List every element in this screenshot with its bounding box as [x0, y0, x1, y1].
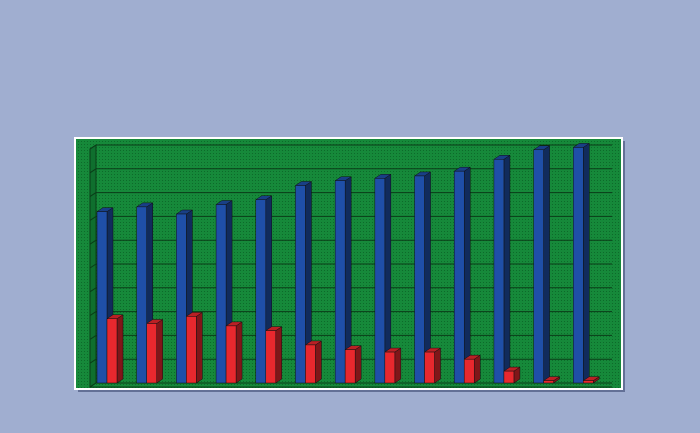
bar-side [583, 142, 590, 384]
bar [374, 178, 386, 384]
grid-line-wall [89, 215, 97, 221]
bar-side [116, 314, 124, 384]
bar [463, 358, 475, 384]
bar-side [394, 347, 402, 384]
bar [225, 325, 237, 384]
bar [344, 349, 356, 384]
bar [265, 330, 277, 384]
bar [146, 323, 157, 384]
grid-line-wall [89, 358, 97, 364]
bar-side [315, 340, 322, 384]
bar [186, 316, 197, 384]
bar [533, 149, 544, 384]
bar [305, 344, 316, 384]
grid-line-wall [89, 334, 97, 340]
grid-line-wall [89, 311, 97, 317]
bar [424, 351, 435, 384]
bar-side [156, 319, 163, 384]
bar-side [235, 321, 243, 384]
grid-line-wall [89, 263, 97, 269]
bar-side [543, 145, 550, 384]
grid-line-wall [89, 192, 97, 198]
bar-side [434, 347, 441, 384]
grid-line-wall [89, 144, 97, 150]
bar [414, 175, 425, 384]
bar-side [473, 354, 481, 384]
bar [255, 199, 267, 384]
bar [295, 185, 306, 384]
bar [503, 370, 515, 384]
grid-line-wall [89, 239, 97, 245]
bar [136, 206, 147, 384]
bar [583, 380, 594, 384]
bar-side [275, 326, 283, 384]
bar [543, 380, 554, 384]
bar [493, 159, 505, 384]
bar-side [463, 166, 471, 384]
bar [96, 211, 108, 384]
bar [215, 204, 227, 384]
bar-side [503, 154, 511, 384]
bar [176, 213, 187, 384]
bar [106, 318, 118, 384]
bar-side [196, 311, 203, 384]
bar [334, 180, 346, 384]
bar [384, 351, 396, 384]
grid-line-wall [89, 287, 97, 293]
bar [453, 170, 465, 384]
bar-side [354, 345, 362, 384]
grid-line-wall [89, 168, 97, 174]
bar [573, 147, 584, 384]
grid-line-wall [89, 382, 97, 388]
